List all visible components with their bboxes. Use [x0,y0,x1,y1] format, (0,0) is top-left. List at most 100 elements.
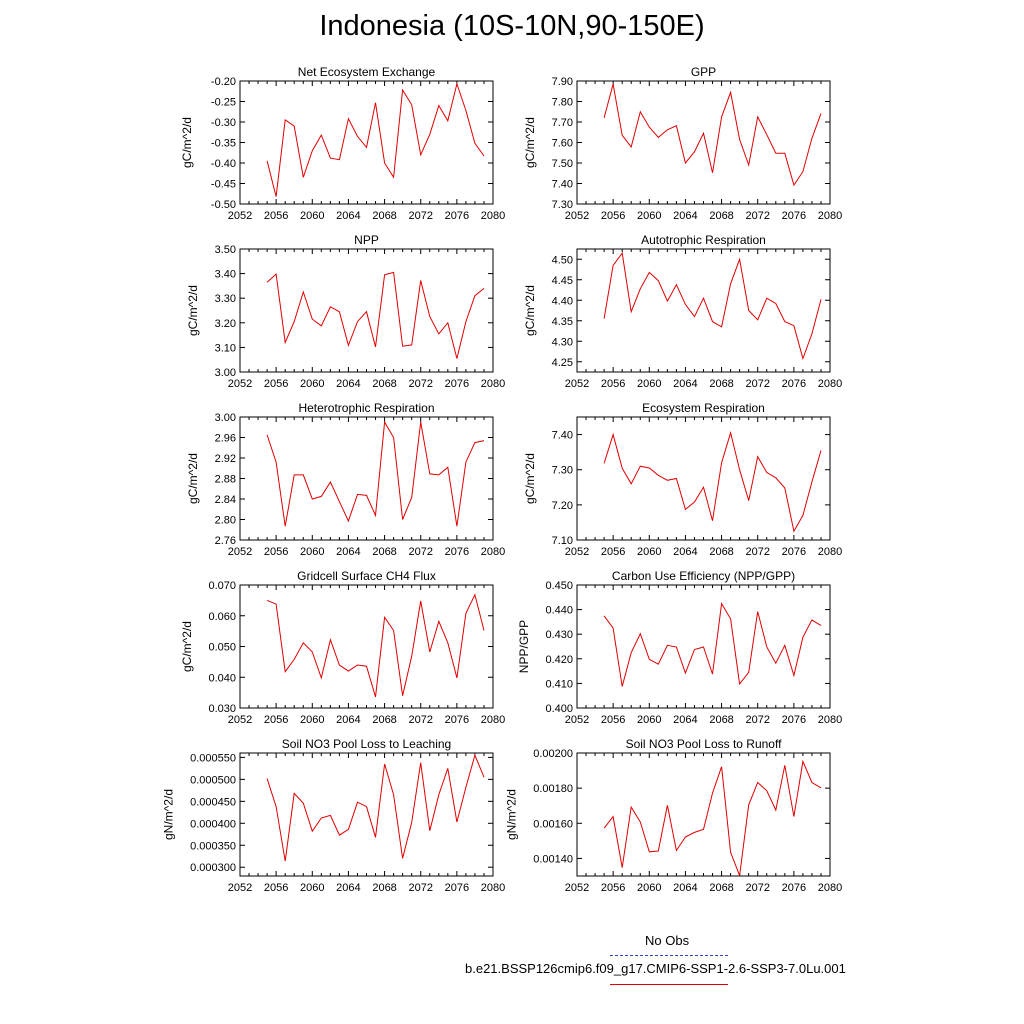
y-axis-label: gC/m^2/d [186,285,200,336]
y-tick-label: 0.000500 [190,774,236,786]
y-axis-label: gC/m^2/d [180,621,194,672]
x-tick-label: 2064 [673,546,697,558]
x-tick-label: 2064 [673,378,697,390]
y-tick-label: 0.000550 [190,752,236,764]
y-tick-label: 2.80 [215,515,236,527]
y-tick-label: 0.000350 [190,840,236,852]
x-tick-label: 2052 [228,210,252,222]
y-tick-label: 0.000400 [190,818,236,830]
x-tick-label: 2068 [709,714,733,726]
y-tick-label: 0.400 [545,703,573,715]
x-tick-label: 2068 [372,882,396,894]
x-tick-label: 2068 [372,546,396,558]
x-tick-label: 2080 [481,546,505,558]
series-line [266,593,485,698]
y-axis-label: gC/m^2/d [523,453,537,504]
x-tick-label: 2068 [709,882,733,894]
panel-title: Gridcell Surface CH4 Flux [297,569,436,583]
series-line [266,420,485,527]
y-tick-label: 3.00 [215,412,236,424]
plot-frame [239,248,494,373]
x-tick-label: 2068 [372,378,396,390]
y-tick-label: 7.40 [552,179,573,191]
panel-5: Heterotrophic Respiration 2052 2056 2060 206… [186,401,505,558]
x-tick-label: 2076 [782,210,806,222]
x-tick-label: 2076 [445,882,469,894]
plot-frame [239,584,494,709]
plot-frame [576,248,831,373]
y-axis-label: gC/m^2/d [180,117,194,168]
x-tick-label: 2052 [565,210,589,222]
y-tick-label: -0.20 [211,76,236,88]
x-tick-label: 2052 [565,882,589,894]
y-tick-label: 3.50 [215,244,236,256]
y-tick-label: 4.35 [552,316,573,328]
x-tick-label: 2076 [445,378,469,390]
y-tick-label: 0.00140 [533,853,573,865]
y-tick-label: 0.000300 [190,862,236,874]
x-tick-label: 2080 [818,546,842,558]
y-tick-label: 7.50 [552,158,573,170]
y-tick-label: 0.040 [208,672,236,684]
y-tick-label: 7.60 [552,138,573,150]
x-tick-label: 2060 [637,378,661,390]
plot-frame [576,80,831,205]
x-tick-label: 2080 [818,882,842,894]
x-tick-label: 2068 [709,378,733,390]
panel-4: Autotrophic Respiration 2052 2056 2060 2064 2… [523,233,842,390]
x-tick-label: 2052 [228,714,252,726]
y-tick-label: 7.30 [552,465,573,477]
legend-model-label: b.e21.BSSP126cmip6.f09_g17.CMIP6-SSP1-2.… [465,961,846,976]
plot-frame [239,80,494,205]
y-tick-label: 0.00180 [533,783,573,795]
x-tick-label: 2076 [782,882,806,894]
x-tick-label: 2052 [565,378,589,390]
x-tick-label: 2052 [565,714,589,726]
y-tick-label: 4.50 [552,254,573,266]
x-tick-label: 2052 [228,882,252,894]
legend-obs-line [610,955,728,956]
x-tick-label: 2060 [637,210,661,222]
panel-title: Autotrophic Respiration [641,233,766,247]
x-tick-label: 2056 [264,546,288,558]
x-tick-label: 2072 [408,210,432,222]
x-tick-label: 2056 [601,714,625,726]
panel-3: NPP 2052 2056 2060 2064 2068 2072 2076 2080 3.00 3… [186,233,505,390]
panel-title: Net Ecosystem Exchange [298,65,436,79]
plot-frame [576,752,831,877]
x-tick-label: 2064 [336,714,360,726]
x-tick-label: 2072 [745,546,769,558]
y-tick-label: 3.00 [215,367,236,379]
x-tick-label: 2076 [782,714,806,726]
x-tick-label: 2072 [408,378,432,390]
y-tick-label: 7.80 [552,97,573,109]
panel-title: Ecosystem Respiration [642,401,765,415]
y-tick-label: 0.030 [208,703,236,715]
x-tick-label: 2064 [336,882,360,894]
y-tick-label: 7.10 [552,535,573,547]
y-tick-label: 0.420 [545,654,573,666]
y-tick-label: 2.84 [215,494,236,506]
x-tick-label: 2056 [601,378,625,390]
y-tick-label: 3.40 [215,269,236,281]
y-tick-label: 4.45 [552,275,573,287]
y-axis-label: gN/m^2/d [161,789,175,840]
x-tick-label: 2080 [818,210,842,222]
y-tick-label: -0.50 [211,199,236,211]
y-tick-label: 7.70 [552,117,573,129]
y-axis-label: gN/m^2/d [505,789,519,840]
x-tick-label: 2060 [637,882,661,894]
x-tick-label: 2080 [818,378,842,390]
x-tick-label: 2068 [372,714,396,726]
y-tick-label: 4.40 [552,295,573,307]
series-line [266,82,485,197]
x-tick-label: 2060 [300,882,324,894]
panel-9: Soil NO3 Pool Loss to Leaching 2052 2056 20… [161,737,505,894]
x-tick-label: 2072 [745,882,769,894]
x-tick-label: 2076 [445,546,469,558]
panel-title: Heterotrophic Respiration [298,401,434,415]
y-tick-label: 4.25 [552,357,573,369]
series-line [603,601,822,687]
